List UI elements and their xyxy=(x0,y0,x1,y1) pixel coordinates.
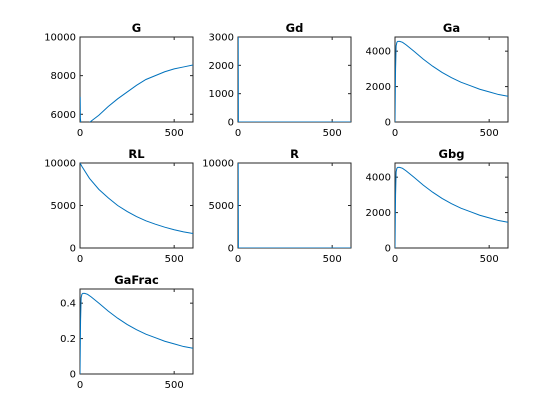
x-tick-label: 0 xyxy=(235,128,241,139)
y-tick-label: 0 xyxy=(70,244,76,255)
y-tick-label: 5000 xyxy=(51,201,76,212)
x-tick-label: 0 xyxy=(392,254,398,265)
subplot-gbg: Gbg 0 500 0 2000 4000 xyxy=(366,147,509,265)
y-tick-label: 5000 xyxy=(209,201,234,212)
x-tick-label: 500 xyxy=(165,128,184,139)
y-tick-label: 0.4 xyxy=(60,299,76,310)
x-tick-label: 500 xyxy=(165,254,184,265)
series-line xyxy=(238,163,351,248)
subplot-title: RL xyxy=(128,147,145,161)
y-tick-label: 0 xyxy=(228,244,234,255)
series-line xyxy=(395,166,508,248)
y-tick-label: 2000 xyxy=(209,61,234,72)
subplot-g: G 0 500 6000 8000 10000 xyxy=(44,21,194,139)
y-tick-label: 6000 xyxy=(51,110,76,121)
x-tick-label: 0 xyxy=(77,380,83,391)
y-tick-label: 10000 xyxy=(202,159,234,170)
axes-box xyxy=(237,36,352,123)
x-tick-label: 0 xyxy=(392,128,398,139)
y-tick-label: 10000 xyxy=(44,33,76,44)
y-tick-label: 0 xyxy=(228,118,234,129)
x-tick-label: 500 xyxy=(323,128,342,139)
subplot-title: Ga xyxy=(443,21,460,35)
subplot-gafrac: GaFrac 0 500 0 0.2 0.4 xyxy=(60,273,194,391)
subplot-title: GaFrac xyxy=(114,273,159,287)
y-tick-label: 2000 xyxy=(366,208,391,219)
y-tick-label: 0 xyxy=(385,244,391,255)
y-tick-label: 2000 xyxy=(366,82,391,93)
y-tick-label: 10000 xyxy=(44,159,76,170)
x-tick-label: 500 xyxy=(480,254,499,265)
subplot-title: R xyxy=(290,147,299,161)
series-line xyxy=(80,292,193,374)
x-tick-label: 0 xyxy=(77,254,83,265)
x-tick-label: 0 xyxy=(77,128,83,139)
series-line xyxy=(238,37,351,122)
subplot-title: Gd xyxy=(286,21,304,35)
y-tick-label: 0 xyxy=(70,370,76,381)
y-tick-label: 8000 xyxy=(51,71,76,82)
x-tick-label: 0 xyxy=(235,254,241,265)
x-tick-label: 500 xyxy=(323,254,342,265)
y-tick-label: 4000 xyxy=(366,173,391,184)
series-line xyxy=(80,64,193,122)
x-tick-label: 500 xyxy=(165,380,184,391)
y-tick-label: 0 xyxy=(385,118,391,129)
axes-box xyxy=(237,162,352,249)
y-tick-label: 1000 xyxy=(209,89,234,100)
subplot-gd: Gd 0 500 0 1000 2000 3000 xyxy=(209,21,352,139)
series-line xyxy=(395,40,508,122)
axes-box xyxy=(79,36,194,123)
y-tick-label: 0.2 xyxy=(60,334,76,345)
y-tick-label: 3000 xyxy=(209,33,234,44)
subplot-title: G xyxy=(132,21,141,35)
y-tick-label: 4000 xyxy=(366,47,391,58)
subplot-title: Gbg xyxy=(439,147,465,161)
series-line xyxy=(80,163,193,235)
x-tick-label: 500 xyxy=(480,128,499,139)
subplot-ga: Ga 0 500 0 2000 4000 xyxy=(366,21,509,139)
axes-box xyxy=(79,162,194,249)
